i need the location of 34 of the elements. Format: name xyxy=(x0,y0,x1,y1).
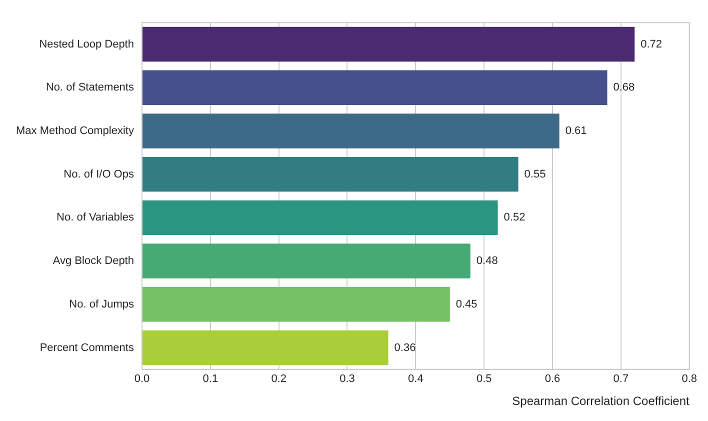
y-tick-label: Percent Comments xyxy=(40,342,134,354)
bar xyxy=(142,156,518,192)
x-tick-label: 0.7 xyxy=(613,373,629,386)
x-tick-label: 0.2 xyxy=(271,373,286,386)
x-tick-label: 0.1 xyxy=(202,373,218,386)
bar xyxy=(142,26,635,62)
y-tick-label: No. of Jumps xyxy=(69,298,134,310)
data-label: 0.45 xyxy=(456,298,478,310)
y-tick-label: Nested Loop Depth xyxy=(39,38,134,50)
bar xyxy=(142,244,470,278)
x-tick-label: 0.6 xyxy=(544,373,560,386)
x-axis-title: Spearman Correlation Coefficient xyxy=(512,394,690,408)
data-label: 0.55 xyxy=(524,168,546,180)
y-tick-label: Max Method Complexity xyxy=(16,125,134,138)
data-label: 0.36 xyxy=(394,342,416,354)
x-tick-label: 0.5 xyxy=(476,373,492,386)
bar xyxy=(142,330,388,366)
data-label: 0.72 xyxy=(640,38,662,50)
bar xyxy=(142,287,450,322)
bar xyxy=(142,70,608,105)
data-label: 0.61 xyxy=(565,125,587,138)
data-label: 0.52 xyxy=(504,212,526,224)
bar xyxy=(142,114,560,148)
bar xyxy=(142,200,498,236)
y-tick-label: No. of Variables xyxy=(56,212,134,224)
data-label: 0.48 xyxy=(476,255,498,268)
y-tick-label: No. of Statements xyxy=(46,82,134,94)
data-label: 0.68 xyxy=(613,82,635,94)
x-tick-label: 0.4 xyxy=(408,373,424,386)
x-tick-label: 0.0 xyxy=(134,373,150,386)
y-tick-label: Avg Block Depth xyxy=(52,255,134,268)
y-tick-label: No. of I/O Ops xyxy=(64,168,134,180)
x-tick-label: 0.3 xyxy=(340,373,355,386)
x-tick-label: 0.8 xyxy=(682,373,698,386)
